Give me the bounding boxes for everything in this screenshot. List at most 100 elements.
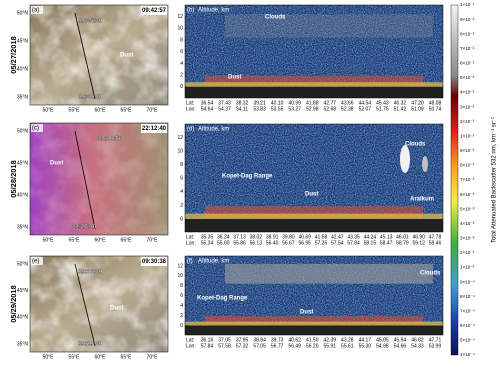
colorbar-tick-label: 1×10⁻³ — [460, 265, 475, 270]
lon-value: 56.67 — [282, 240, 295, 246]
panel-label: (e) — [32, 259, 39, 265]
lon-value: 54.66 — [394, 343, 407, 349]
lat-label: Lat: — [186, 100, 194, 106]
cloud-cover — [30, 5, 168, 105]
lat-label: Lat: — [186, 337, 194, 343]
map-annotation: Dust — [50, 161, 63, 167]
lat-value: 42.77 — [324, 100, 337, 106]
y-tick-label: 10 — [177, 26, 183, 32]
lon-value: 54.33 — [411, 343, 424, 349]
lat-value: 47.20 — [411, 100, 424, 106]
lat-tick-label: 40°N — [17, 66, 29, 72]
axis-title: Altitude, km — [198, 127, 229, 133]
cloud — [422, 156, 428, 172]
y-tick-label: 10 — [177, 273, 183, 279]
lat-value: 36.54 — [201, 100, 214, 106]
y-tick-label: 8 — [180, 162, 183, 168]
lon-value: 51.75 — [376, 106, 389, 112]
lat-value: 39.73 — [271, 337, 284, 343]
profile-annotation: Kopet-Dag Range — [222, 174, 273, 180]
aerosol-layer — [205, 206, 423, 217]
colorbar-tick-label: 3×10⁻² — [460, 104, 475, 109]
colorbar-tick-label: 9×10⁻³ — [460, 148, 475, 153]
profile-annotation: Clouds — [420, 271, 441, 277]
panel-label: (d) — [187, 127, 194, 133]
axis-title: Altitude, km — [198, 8, 229, 14]
lon-value: 59.12 — [412, 240, 425, 246]
lat-value: 44.17 — [359, 337, 372, 343]
colorbar-tick-label: 5×10⁻⁴ — [460, 338, 475, 343]
lat-value: 36.16 — [201, 337, 214, 343]
colorbar-title: Total Attenuated Backscatter 532 nm, km⁻… — [492, 117, 498, 243]
y-tick-label: 4 — [180, 61, 183, 67]
time-box — [141, 257, 167, 266]
lat-tick-label: 50°N — [17, 128, 29, 134]
track-end-time: 22:27:10 — [72, 225, 97, 231]
lon-value: 55.91 — [324, 343, 337, 349]
lat-value: 43.66 — [341, 100, 354, 106]
lon-tick-label: 55°E — [69, 107, 81, 113]
aerosol-layer — [205, 316, 423, 324]
map-annotation: Dust — [110, 306, 123, 312]
lon-value: 56.13 — [250, 240, 263, 246]
profile-annotation: Aralkum — [410, 197, 434, 203]
lat-label: Lat: — [186, 234, 194, 240]
lon-value: 57.32 — [236, 343, 249, 349]
lon-value: 54.64 — [201, 106, 214, 112]
lat-value: 45.05 — [376, 337, 389, 343]
lat-value: 39.21 — [253, 100, 266, 106]
lat-value: 41.58 — [315, 234, 328, 240]
profile-annotation: Clouds — [405, 142, 426, 148]
panel-label: (f) — [187, 259, 193, 265]
colorbar-tick-label: 1×10⁻² — [460, 133, 475, 138]
track-end-time: 09:42:00 — [78, 95, 103, 101]
lat-value: 42.47 — [331, 234, 344, 240]
colorbar-tick-label: 2×10⁻³ — [460, 250, 475, 255]
lon-value: 58.79 — [396, 240, 409, 246]
lon-value: 51.42 — [394, 106, 407, 112]
map-time: 09:30:38 — [142, 259, 167, 265]
profile-frame — [184, 123, 444, 233]
lon-tick-label: 50°E — [43, 354, 55, 360]
lon-label: Lon: — [186, 343, 196, 349]
lon-value: 57.25 — [315, 240, 328, 246]
lat-value: 44.24 — [364, 234, 377, 240]
map-frame — [29, 4, 169, 106]
track-start-time: 09:45:30 — [78, 19, 103, 25]
lat-tick-label: 45°N — [17, 288, 29, 294]
colorbar-tick-label: 9×10⁻² — [460, 17, 475, 22]
lat-value: 46.90 — [412, 234, 425, 240]
aerosol-layer-low — [185, 82, 443, 87]
lat-value: 38.84 — [253, 337, 266, 343]
colorbar-tick-label: 8×10⁻⁴ — [460, 294, 475, 299]
y-tick-label: 8 — [180, 283, 183, 289]
satellite-track — [74, 263, 96, 347]
lon-value: 56.95 — [298, 240, 311, 246]
profile-annotation: Kopet-Dag Range — [197, 296, 248, 302]
time-box — [141, 124, 167, 133]
colorbar-tick-label: 9×10⁻⁴ — [460, 279, 475, 284]
lat-tick-label: 40°N — [17, 192, 29, 198]
y-tick-label: 8 — [180, 37, 183, 43]
panel-label: (b) — [187, 8, 194, 14]
lat-value: 47.71 — [429, 337, 442, 343]
lon-value: 53.55 — [271, 106, 284, 112]
satellite-track — [74, 130, 96, 230]
colorbar — [450, 4, 459, 356]
lat-value: 46.01 — [396, 234, 409, 240]
lat-tick-label: 45°N — [17, 38, 29, 44]
y-tick-label: 0 — [180, 84, 183, 90]
cloud — [400, 145, 410, 173]
ground — [185, 219, 443, 232]
colorbar-tick-label: 3×10⁻³ — [460, 236, 475, 241]
y-tick-label: 2 — [180, 313, 183, 319]
lat-value: 41.88 — [306, 100, 319, 106]
lat-value: 43.28 — [341, 337, 354, 343]
lon-tick-label: 60°E — [95, 354, 107, 360]
lon-value: 54.11 — [236, 106, 248, 112]
lon-value: 57.58 — [218, 343, 231, 349]
aerosol-layer-low — [185, 321, 443, 326]
colorbar-tick-label: 6×10⁻² — [460, 61, 475, 66]
y-tick-label: 0 — [180, 323, 183, 329]
